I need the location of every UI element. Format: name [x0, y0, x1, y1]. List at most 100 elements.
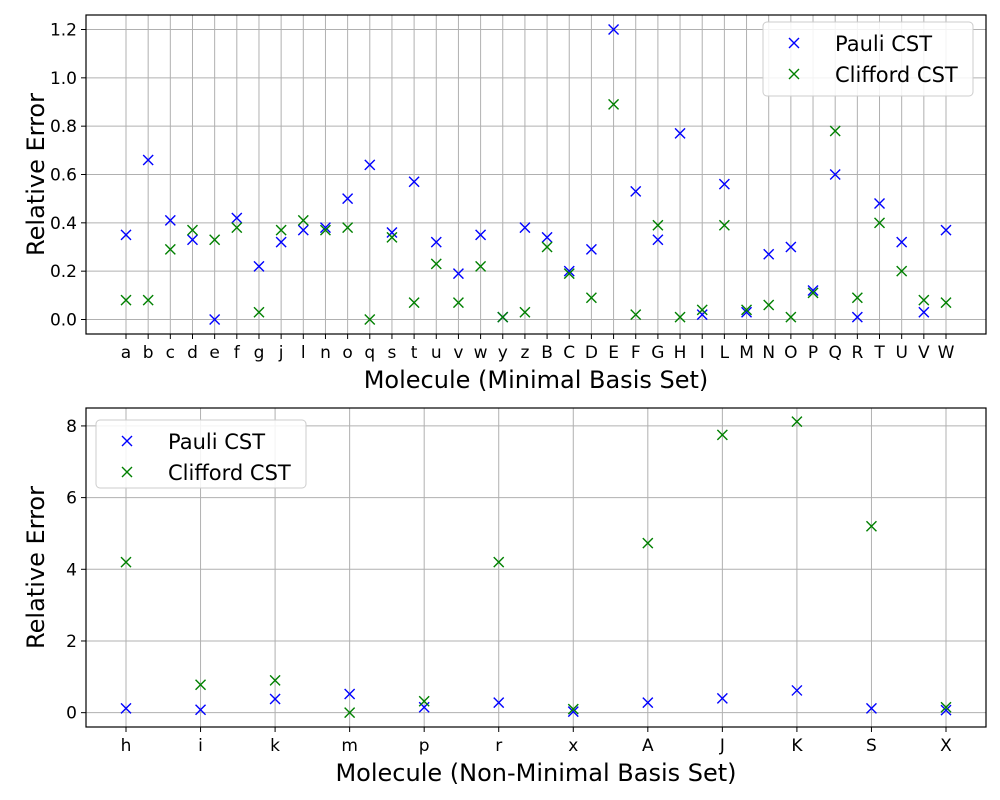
grid [86, 408, 986, 727]
data-point [319, 224, 331, 236]
y-tick-label: 0 [66, 704, 77, 724]
data-point [142, 294, 154, 306]
data-point [541, 231, 553, 243]
series-clifford-cst [120, 98, 952, 325]
x-tick-label: q [364, 343, 375, 363]
data-point [785, 241, 797, 253]
data-point [186, 234, 198, 246]
y-axis-ticks: 0.0 0.2 0.4 0.6 0.8 1.0 1.2 [50, 21, 86, 331]
data-point [896, 236, 908, 248]
x-tick-label: r [495, 736, 502, 756]
x-tick-label: s [388, 343, 397, 363]
data-point [918, 306, 930, 318]
data-point [642, 697, 654, 709]
y-tick-label: 0.8 [50, 117, 77, 137]
x-tick-label: g [254, 343, 265, 363]
series-clifford-cst [120, 416, 952, 719]
data-point [186, 224, 198, 236]
x-tick-label: m [341, 736, 358, 756]
data-point [364, 159, 376, 171]
y-tick-label: 8 [66, 417, 77, 437]
y-tick-label: 0.0 [50, 311, 77, 331]
data-point [585, 243, 597, 255]
legend: Pauli CST Clifford CST [762, 21, 974, 97]
x-tick-label: X [940, 736, 952, 756]
data-point [563, 268, 575, 280]
x-tick-label: P [808, 343, 818, 363]
chart-minimal-basis: a b c d e f g j l n o q s t u v w y z B C D E F G H I L M N O P Q R T U V W 0.… [22, 14, 987, 394]
x-tick-label: E [608, 343, 619, 363]
data-point [342, 193, 354, 205]
x-tick-label: j [278, 343, 284, 363]
data-point [430, 236, 442, 248]
x-tick-label: A [642, 736, 654, 756]
data-point [475, 229, 487, 241]
data-point [364, 314, 376, 325]
x-tick-label: V [918, 343, 930, 363]
data-point [807, 287, 819, 299]
legend-box [95, 419, 307, 489]
x-tick-label: G [651, 343, 664, 363]
x-tick-label: Q [828, 343, 841, 363]
x-tick-label: K [791, 736, 803, 756]
data-point [253, 306, 265, 318]
legend-marker [788, 68, 800, 80]
data-point [120, 702, 132, 714]
data-point [386, 231, 398, 243]
x-tick-label: O [784, 343, 797, 363]
data-point [269, 693, 281, 705]
y-tick-label: 0.6 [50, 166, 77, 186]
data-point [195, 704, 207, 716]
data-point [696, 309, 708, 321]
data-point [874, 217, 886, 229]
data-point [408, 176, 420, 188]
data-point [452, 297, 464, 309]
data-point [940, 704, 952, 716]
data-point [791, 684, 803, 696]
y-tick-label: 1.0 [50, 69, 77, 89]
plot-frame [85, 407, 987, 728]
data-point [164, 243, 176, 255]
y-tick-label: 4 [66, 560, 77, 580]
data-point [493, 697, 505, 709]
data-point [386, 227, 398, 238]
y-tick-label: 1.2 [50, 21, 77, 41]
data-point [342, 222, 354, 234]
data-point [630, 309, 642, 321]
data-point [716, 429, 728, 441]
data-point [741, 304, 753, 316]
y-axis-label: Relative Error [22, 93, 50, 256]
x-tick-label: v [453, 343, 463, 363]
data-point [674, 127, 686, 139]
data-point [865, 520, 877, 532]
x-tick-label: W [938, 343, 955, 363]
x-tick-label: d [187, 343, 198, 363]
x-tick-label: x [568, 736, 578, 756]
y-axis-ticks: 0 2 4 6 8 [66, 417, 86, 724]
data-point [696, 304, 708, 316]
x-tick-label: e [209, 343, 219, 363]
data-point [344, 688, 356, 700]
y-tick-label: 0.2 [50, 262, 77, 282]
x-tick-label: w [474, 343, 488, 363]
x-tick-label: y [498, 343, 508, 363]
data-point [851, 311, 863, 323]
x-tick-label: L [720, 343, 730, 363]
x-tick-label: J [719, 736, 725, 756]
legend-label: Pauli CST [168, 430, 265, 454]
data-point [120, 294, 132, 306]
data-point [896, 265, 908, 277]
data-point [940, 701, 952, 713]
legend-label: Pauli CST [835, 32, 932, 56]
data-point [209, 314, 221, 325]
x-tick-label: k [270, 736, 280, 756]
data-point [475, 260, 487, 272]
data-point [319, 222, 331, 234]
x-tick-label: H [674, 343, 687, 363]
data-point [763, 299, 775, 311]
x-tick-label: f [234, 343, 241, 363]
legend-marker [121, 435, 133, 447]
